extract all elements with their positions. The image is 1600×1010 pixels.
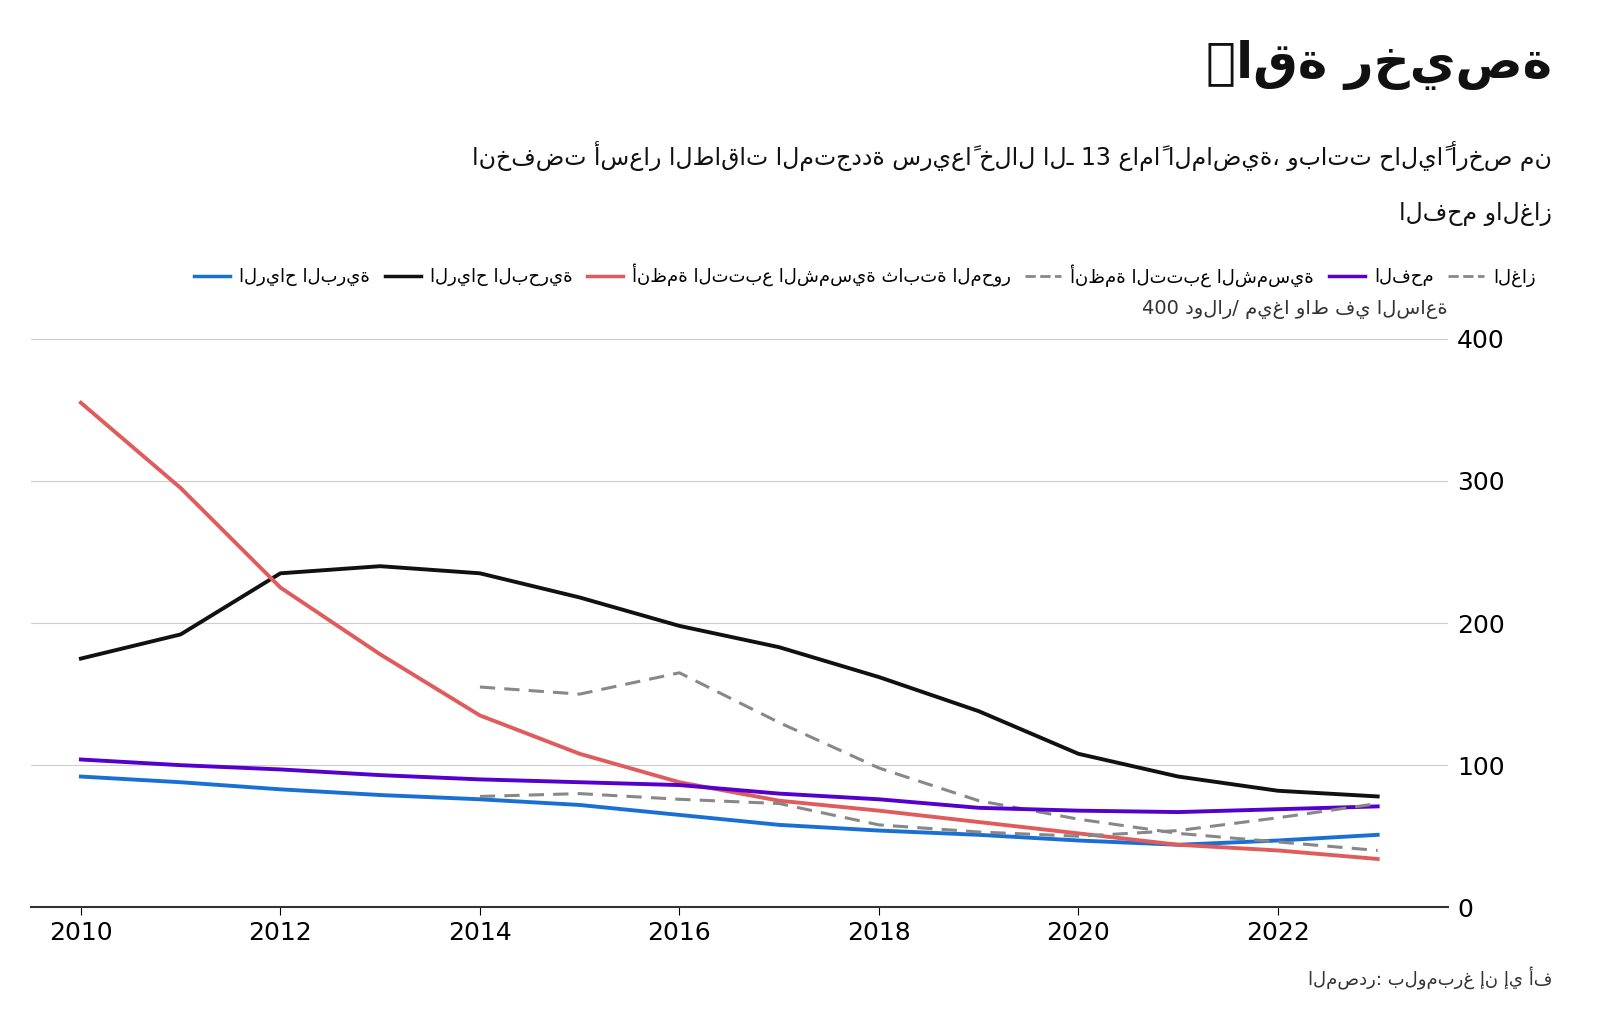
Text: الفحم والغاز: الفحم والغاز: [1398, 202, 1552, 226]
Text: 捻اقة رخيصة: 捻اقة رخيصة: [1206, 40, 1552, 91]
Text: انخفضت أسعار الطاقات المتجددة سريعاً خلال الـ 13 عاماً الماضية، وباتت حالياً أرخ: انخفضت أسعار الطاقات المتجددة سريعاً خلا…: [472, 141, 1552, 172]
Text: المصدر: بلومبرغ إن إي أف: المصدر: بلومبرغ إن إي أف: [1307, 967, 1552, 990]
Legend: الرياح البرية, الرياح البحرية, أنظمة التتبع الشمسية ثابتة المحور, أنظمة التتبع ا: الرياح البرية, الرياح البحرية, أنظمة الت…: [187, 257, 1542, 294]
Text: 400 دولار/ ميغا واط في الساعة: 400 دولار/ ميغا واط في الساعة: [1142, 300, 1448, 319]
